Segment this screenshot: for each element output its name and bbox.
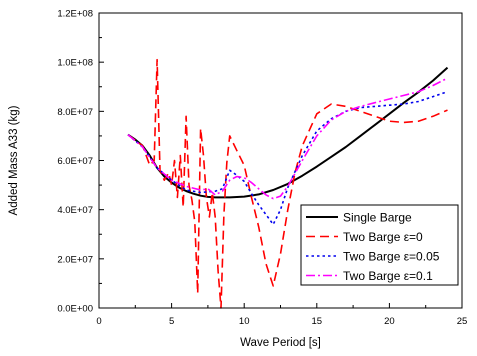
- series-line-2: [127, 90, 448, 226]
- legend-label-3: Two Barge ε=0.1: [343, 269, 433, 283]
- x-tick-label: 5: [169, 316, 174, 327]
- y-tick-label: 0.0E+00: [57, 304, 93, 315]
- y-axis-label: Added Mass A33 (kg): [8, 105, 20, 215]
- legend-box: [300, 204, 459, 286]
- legend-label-2: Two Barge ε=0.05: [343, 250, 440, 264]
- x-tick-label: 0: [96, 316, 101, 327]
- series-line-0: [127, 66, 449, 199]
- y-tick-label: 8.0E+07: [57, 107, 93, 118]
- legend: Single Barge Two Barge ε=0 Two Barge ε=0.0…: [300, 204, 459, 286]
- series-line-3: [127, 77, 448, 200]
- y-tick-label: 1.0E+08: [57, 58, 93, 69]
- series-layer: [127, 58, 449, 309]
- series-line-1: [127, 58, 448, 309]
- y-tick-label: 1.2E+08: [57, 9, 93, 20]
- y-tick-label: 2.0E+07: [57, 254, 93, 265]
- ticks-layer: 0 5 10 15 20 25 0.0E+00 2.0E+07 4.0E+07 6.0E+07 8.…: [57, 9, 467, 328]
- x-tick-label: 20: [384, 316, 395, 327]
- legend-label-1: Two Barge ε=0: [343, 230, 423, 244]
- x-axis-label: Wave Period [s]: [240, 337, 321, 349]
- x-tick-label: 25: [457, 316, 468, 327]
- legend-label-0: Single Barge: [343, 211, 412, 225]
- x-tick-label: 10: [239, 316, 250, 327]
- x-tick-label: 15: [312, 316, 323, 327]
- y-tick-label: 6.0E+07: [57, 156, 93, 167]
- y-tick-label: 4.0E+07: [57, 205, 93, 216]
